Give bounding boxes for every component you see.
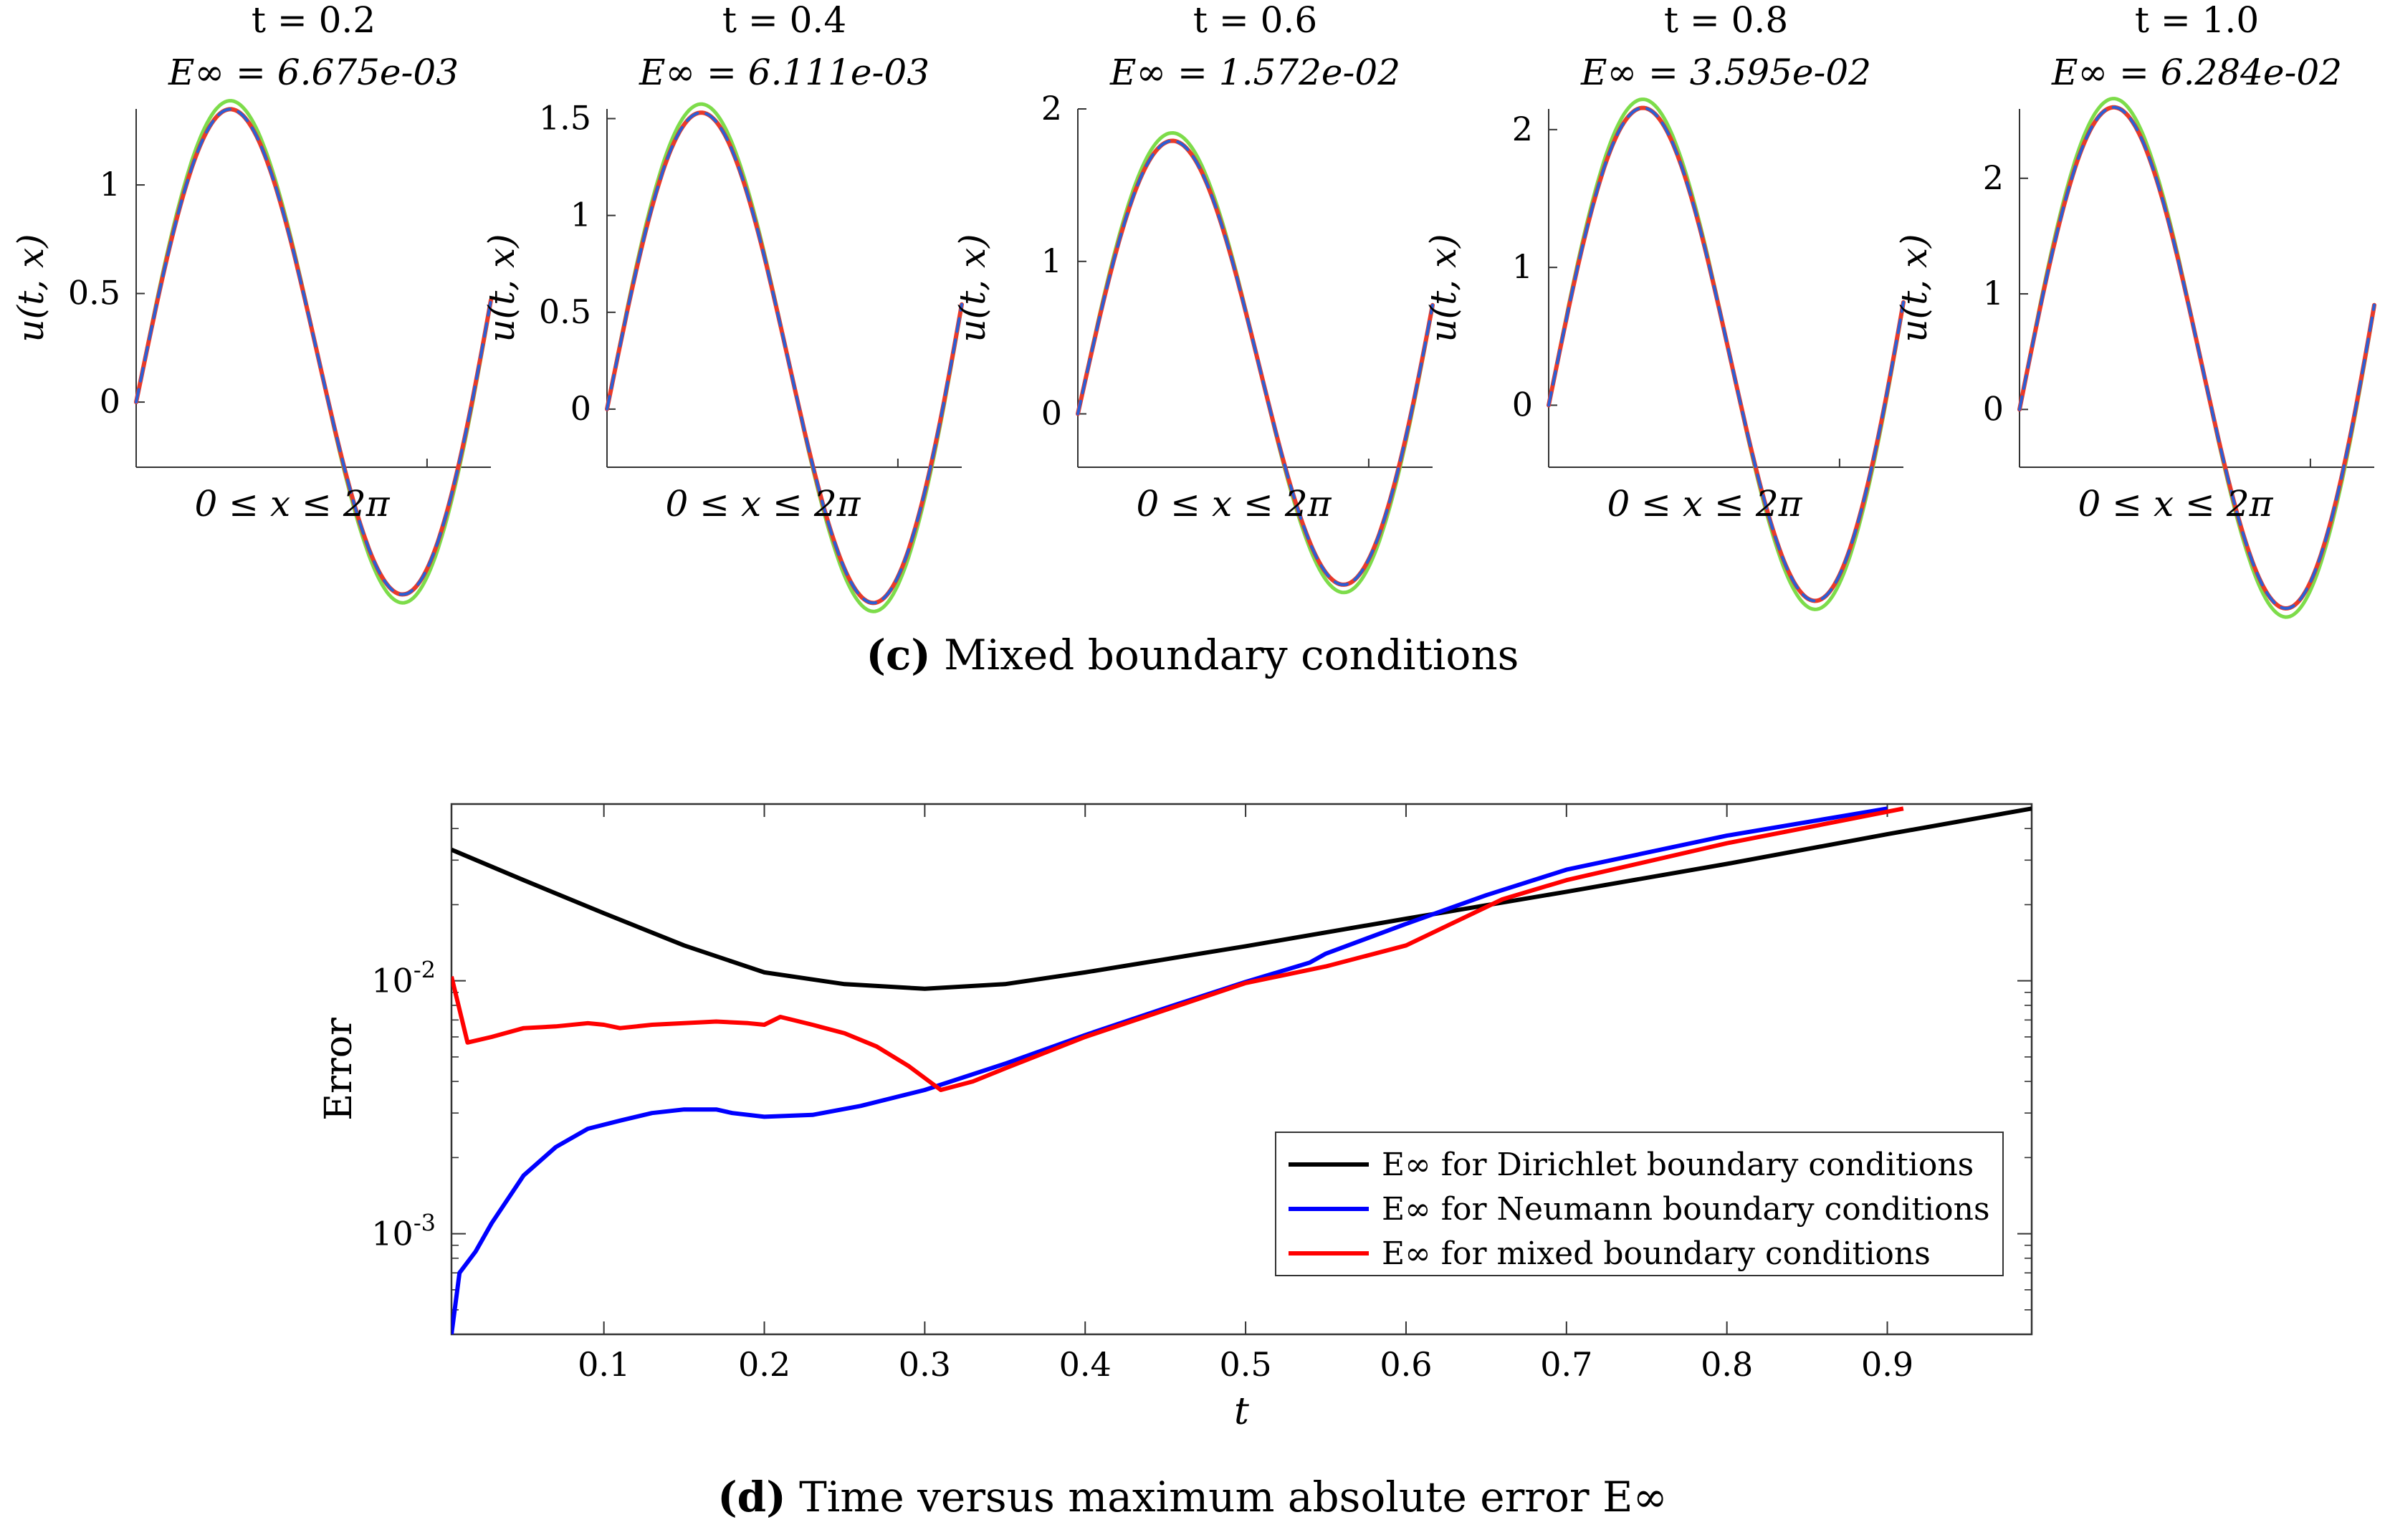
legend-label-1: E∞ for Neumann boundary conditions [1382, 1191, 1990, 1228]
panel-y-label: u(t, x) [1893, 234, 1935, 342]
panel-time-label: t = 0.8 [1664, 0, 1788, 41]
x-tick-label: 0.9 [1861, 1345, 1913, 1384]
panel-time-label: t = 1.0 [2135, 0, 2259, 41]
y-tick-label: 0 [1041, 394, 1062, 433]
subplot-panel: 0 1 2 t = 0.6 E∞ = 1.572e-02 0 ≤ x ≤ 2π u(t, x… [952, 0, 1435, 595]
panel-time-label: t = 0.2 [252, 0, 376, 41]
caption-c-label: (c) [866, 631, 931, 679]
x-tick-label: 0.3 [899, 1345, 951, 1384]
subplot-panel: 0 1 2 t = 0.8 E∞ = 3.595e-02 0 ≤ x ≤ 2π u(t, x… [1423, 0, 1906, 611]
y-tick-label: 2 [1983, 158, 2004, 197]
panel-x-label: 0 ≤ x ≤ 2π [1607, 483, 1802, 525]
caption-d: (d) Time versus maximum absolute error E… [0, 1473, 2385, 1521]
x-tick-label: 0.2 [738, 1345, 790, 1384]
panel-error-label: E∞ = 6.111e-03 [639, 52, 929, 93]
x-tick-label: 0.7 [1540, 1345, 1592, 1384]
panel-x-label: 0 ≤ x ≤ 2π [1136, 483, 1332, 525]
subplot-panel: 0 1 2 t = 1.0 E∞ = 6.284e-02 0 ≤ x ≤ 2π u(t, x… [1893, 0, 2376, 619]
x-axis-label: t [1234, 1390, 1249, 1433]
panel-x-label: 0 ≤ x ≤ 2π [2078, 483, 2273, 525]
legend: E∞ for Dirichlet boundary conditions E∞ f… [1275, 1132, 2004, 1276]
panel-error-label: E∞ = 3.595e-02 [1580, 52, 1871, 93]
y-tick-label: 0 [1512, 385, 1533, 424]
caption-d-text: Time versus maximum absolute error E∞ [785, 1473, 1668, 1521]
panel-y-label: u(t, x) [10, 234, 52, 342]
caption-c-text: Mixed boundary conditions [930, 631, 1519, 679]
y-tick-label: 0 [570, 389, 591, 428]
panel-error-label: E∞ = 1.572e-02 [1109, 52, 1400, 93]
y-axis-label: Error [317, 1018, 360, 1121]
y-tick-label: 0 [1983, 389, 2004, 428]
x-tick-label: 0.6 [1380, 1345, 1432, 1384]
panel-x-label: 0 ≤ x ≤ 2π [194, 483, 390, 525]
curve-exact-blue [1076, 139, 1434, 586]
y-tick-label: 1 [570, 196, 591, 234]
y-tick-label: 1 [100, 165, 120, 204]
subplot-row: 0 0.5 1 t = 0.2 E∞ = 6.675e-03 0 ≤ x ≤ 2π u(t,… [10, 0, 2376, 619]
y-tick-label: 2 [1041, 89, 1062, 128]
caption-c: (c) Mixed boundary conditions [0, 631, 2385, 679]
curve-approx-red [1547, 105, 1906, 603]
subplot-panel: 0 0.5 1 t = 0.2 E∞ = 6.675e-03 0 ≤ x ≤ 2π u(t,… [10, 0, 493, 605]
panel-y-label: u(t, x) [1423, 234, 1464, 342]
x-tick-label: 0.4 [1059, 1345, 1112, 1384]
panel-time-label: t = 0.4 [722, 0, 846, 41]
panel-error-label: E∞ = 6.675e-03 [168, 52, 459, 93]
y-tick-label: 0 [100, 382, 120, 421]
panel-time-label: t = 0.6 [1193, 0, 1317, 41]
subplot-panel: 0 0.5 1 1.5 t = 0.4 E∞ = 6.111e-03 0 ≤ x ≤ 2π u… [481, 0, 964, 613]
y-tick-label: 0.5 [539, 292, 591, 331]
y-tick-label: 1.5 [539, 99, 591, 138]
plot-frame [450, 803, 2033, 1336]
legend-label-0: E∞ for Dirichlet boundary conditions [1382, 1147, 1974, 1183]
x-tick-label: 0.5 [1220, 1345, 1272, 1384]
panel-x-label: 0 ≤ x ≤ 2π [665, 483, 861, 525]
legend-box [1275, 1132, 2004, 1276]
legend-label-2: E∞ for mixed boundary conditions [1382, 1235, 1931, 1272]
curve-approx-red [2017, 105, 2376, 611]
caption-d-label: (d) [717, 1473, 786, 1521]
x-tick-label: 0.1 [578, 1345, 630, 1384]
y-tick-label: 2 [1512, 110, 1533, 148]
panel-y-label: u(t, x) [481, 234, 522, 342]
series-line-0 [451, 806, 2032, 991]
error-chart: 0.1 0.2 0.3 0.4 0.5 0.6 0.7 0.8 0.9 10-3 10-2 t Erro… [317, 803, 2033, 1433]
x-tick-label: 0.8 [1701, 1345, 1753, 1384]
y-tick-label: 0.5 [68, 274, 120, 312]
curve-exact-blue [135, 107, 492, 596]
y-tick-label: 1 [1983, 274, 2004, 312]
y-tick-label: 10-3 [371, 1210, 436, 1253]
series-line-2 [451, 806, 1904, 1092]
curve-exact-blue [1547, 106, 1905, 603]
y-tick-label: 1 [1512, 247, 1533, 286]
curve-exact-blue [606, 111, 963, 605]
curve-approx-red [605, 110, 964, 606]
panel-error-label: E∞ = 6.284e-02 [2051, 52, 2342, 93]
curve-exact-blue [2018, 105, 2376, 611]
series-line-1 [451, 806, 1888, 1334]
panel-y-label: u(t, x) [952, 234, 993, 342]
y-tick-label: 10-2 [371, 957, 436, 1000]
y-tick-label: 1 [1041, 241, 1062, 280]
